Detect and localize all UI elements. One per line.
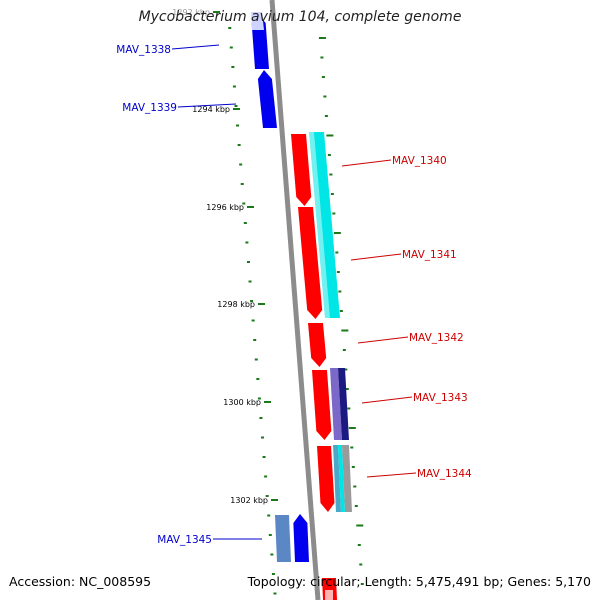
gene-label[interactable]: MAV_1345	[157, 534, 212, 546]
accession-text: Accession: NC_008595	[9, 574, 152, 589]
feature-teal-1344[interactable]	[333, 445, 341, 512]
genome-backbone	[269, 0, 321, 600]
gene-label[interactable]: MAV_1339	[122, 102, 177, 114]
feature-layer	[251, 12, 352, 600]
leader-line	[350, 253, 402, 261]
leader-line	[357, 336, 409, 344]
feature-cyan-1340-1341[interactable]	[309, 132, 340, 318]
tick-label: 1296 kbp	[206, 203, 244, 212]
gene-label[interactable]: MAV_1341	[402, 249, 457, 261]
gene-overlap-shade	[251, 12, 264, 30]
feature-highlight	[309, 132, 330, 318]
tick-label: 1294 kbp	[192, 105, 230, 114]
gene-mav-1344[interactable]	[317, 446, 335, 512]
gene-label[interactable]: MAV_1344	[417, 468, 472, 480]
tick-label: 1302 kbp	[230, 496, 268, 505]
gene-label[interactable]: MAV_1340	[392, 155, 447, 167]
gene-mav-1339[interactable]	[257, 70, 277, 128]
gene-mav-1345[interactable]	[293, 514, 309, 562]
leader-line	[171, 44, 220, 50]
feature-grey-1344[interactable]	[342, 445, 352, 512]
gene-mav-1343[interactable]	[312, 370, 332, 440]
tick-label: 1300 kbp	[223, 398, 261, 407]
tick-layer: 1292 kbp 1294 kbp 1296 kbp 1298 kbp 1300 kbp…	[172, 8, 364, 595]
gene-label[interactable]: MAV_1343	[413, 392, 468, 404]
map-title: Mycobacterium avium 104, complete genome	[138, 9, 462, 25]
leader-line	[366, 472, 417, 478]
gene-mav-1342[interactable]	[308, 323, 327, 367]
feature-steelblue-1345[interactable]	[275, 515, 291, 562]
leader-line	[341, 159, 392, 167]
feature-partial-shade	[325, 590, 333, 600]
gene-mav-1341[interactable]	[298, 207, 323, 319]
tick-label: 1292 kbp	[172, 8, 210, 17]
label-layer: MAV_1338 MAV_1339 MAV_1340 MAV_1341 MAV_1342…	[116, 44, 472, 546]
gene-mav-1340[interactable]	[291, 134, 312, 206]
leader-line	[177, 103, 237, 108]
gene-label[interactable]: MAV_1342	[409, 332, 464, 344]
feature-navy-1343[interactable]	[338, 368, 349, 440]
leader-line	[361, 396, 413, 404]
feature-cyan-1344[interactable]	[338, 445, 345, 512]
tick-label: 1298 kbp	[217, 300, 255, 309]
gene-label[interactable]: MAV_1338	[116, 44, 171, 56]
genome-stats-text: Topology: circular; Length: 5,475,491 bp…	[247, 574, 591, 589]
